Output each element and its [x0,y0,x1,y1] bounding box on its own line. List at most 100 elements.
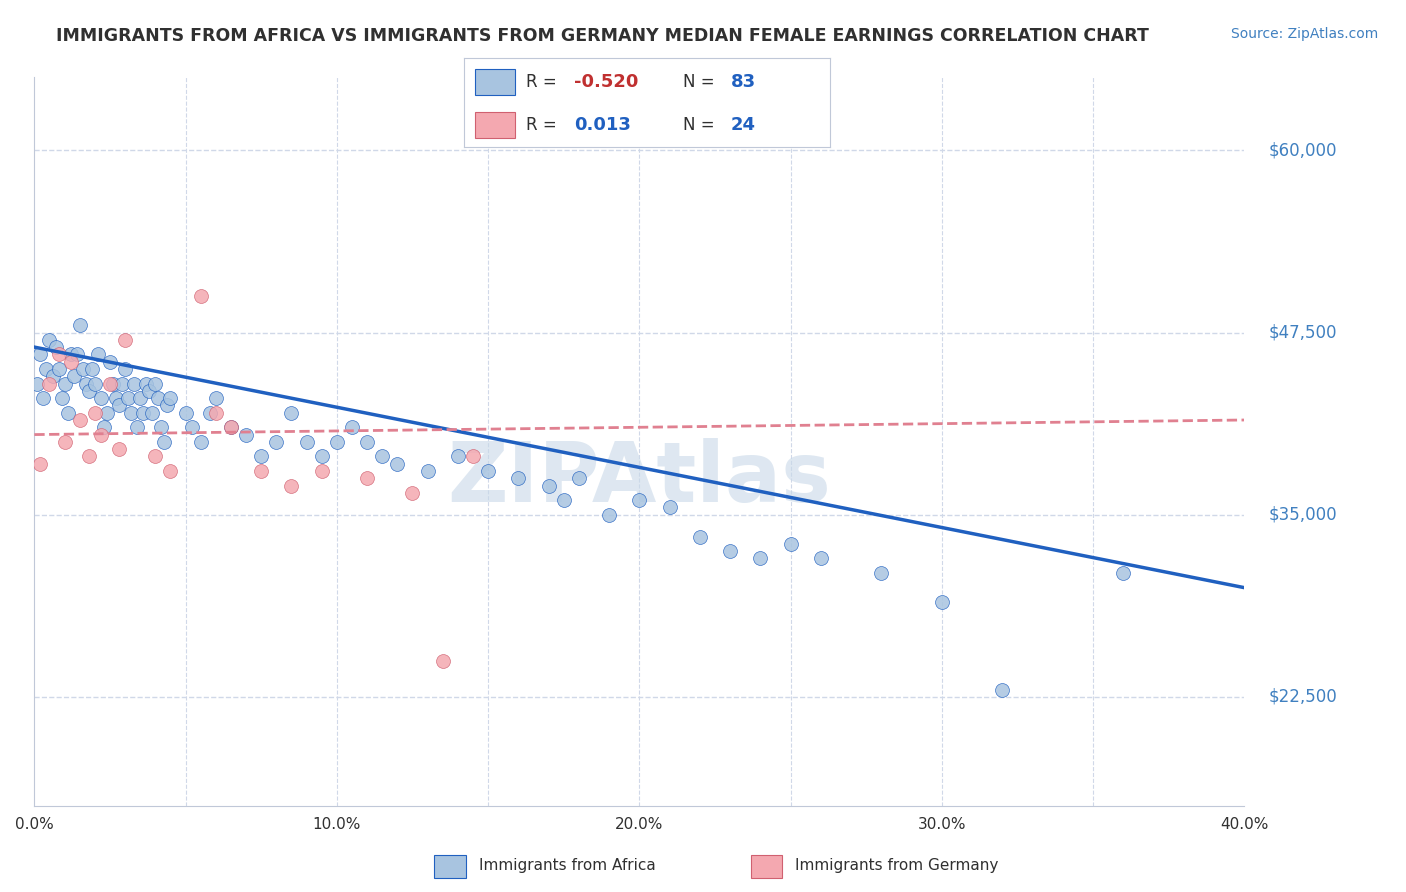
Point [75,376,97,391]
Point [280,478,302,492]
Point [205,391,228,405]
Point [371,450,394,464]
Point [53,434,76,449]
Point [779,537,801,551]
Point [83,376,105,391]
FancyBboxPatch shape [434,855,467,878]
Point [141,406,163,420]
Point [461,450,484,464]
Point [870,566,893,580]
Text: IMMIGRANTS FROM AFRICA VS IMMIGRANTS FROM GERMANY MEDIAN FEMALE EARNINGS CORRELA: IMMIGRANTS FROM AFRICA VS IMMIGRANTS FRO… [56,27,1149,45]
FancyBboxPatch shape [475,112,515,138]
Point [477,464,499,478]
Point [311,450,333,464]
Point [96,406,118,420]
Point [205,406,228,420]
Point [132,406,155,420]
Text: 0.013: 0.013 [574,116,630,134]
Point [266,434,288,449]
Point [35,362,58,376]
Point [148,391,170,405]
Point [598,508,620,522]
Point [27,376,49,391]
Point [159,391,181,405]
Point [153,434,176,449]
Point [59,354,82,368]
Point [150,420,173,434]
Point [135,376,157,391]
Point [30,457,52,471]
Point [122,376,145,391]
Point [311,464,333,478]
Point [101,376,124,391]
Point [156,399,179,413]
Point [628,493,651,508]
FancyBboxPatch shape [751,855,783,878]
Point [98,354,121,368]
Point [114,333,136,347]
Point [108,442,131,457]
Point [77,384,100,398]
Point [749,551,772,566]
Point [295,434,318,449]
Point [401,486,423,500]
Text: $22,500: $22,500 [1268,688,1337,706]
Text: Source: ZipAtlas.com: Source: ZipAtlas.com [1230,27,1378,41]
Point [219,420,242,434]
Text: $35,000: $35,000 [1268,506,1337,524]
Point [48,347,70,361]
Point [77,450,100,464]
Point [143,376,166,391]
Text: 83: 83 [731,73,756,91]
Point [69,413,91,427]
Point [658,500,681,515]
Point [93,420,115,434]
Point [41,369,63,384]
Point [180,420,202,434]
Point [340,420,363,434]
Point [72,362,94,376]
FancyBboxPatch shape [475,69,515,95]
Point [356,471,378,485]
Point [59,347,82,361]
Point [508,471,530,485]
Point [810,551,832,566]
Point [235,427,257,442]
Point [53,376,76,391]
Point [553,493,575,508]
Point [537,478,560,492]
Point [174,406,197,420]
Point [114,362,136,376]
Point [432,653,454,667]
Point [138,384,160,398]
Point [87,347,110,361]
Point [111,376,134,391]
Point [250,464,273,478]
Point [51,391,73,405]
Text: R =: R = [526,116,562,134]
Text: R =: R = [526,73,562,91]
Point [447,450,470,464]
Text: Immigrants from Africa: Immigrants from Africa [478,858,655,872]
Point [90,427,112,442]
Point [219,420,242,434]
Point [718,544,741,558]
Point [32,391,55,405]
Point [931,595,953,609]
Point [129,391,152,405]
Text: -0.520: -0.520 [574,73,638,91]
Point [62,369,84,384]
Point [198,406,221,420]
Point [190,434,212,449]
Point [250,450,273,464]
Point [48,362,70,376]
Point [387,457,409,471]
Point [159,464,181,478]
Text: N =: N = [683,116,720,134]
Point [90,391,112,405]
Point [1112,566,1135,580]
Text: N =: N = [683,73,720,91]
Point [56,406,79,420]
Point [280,406,302,420]
Point [80,362,103,376]
